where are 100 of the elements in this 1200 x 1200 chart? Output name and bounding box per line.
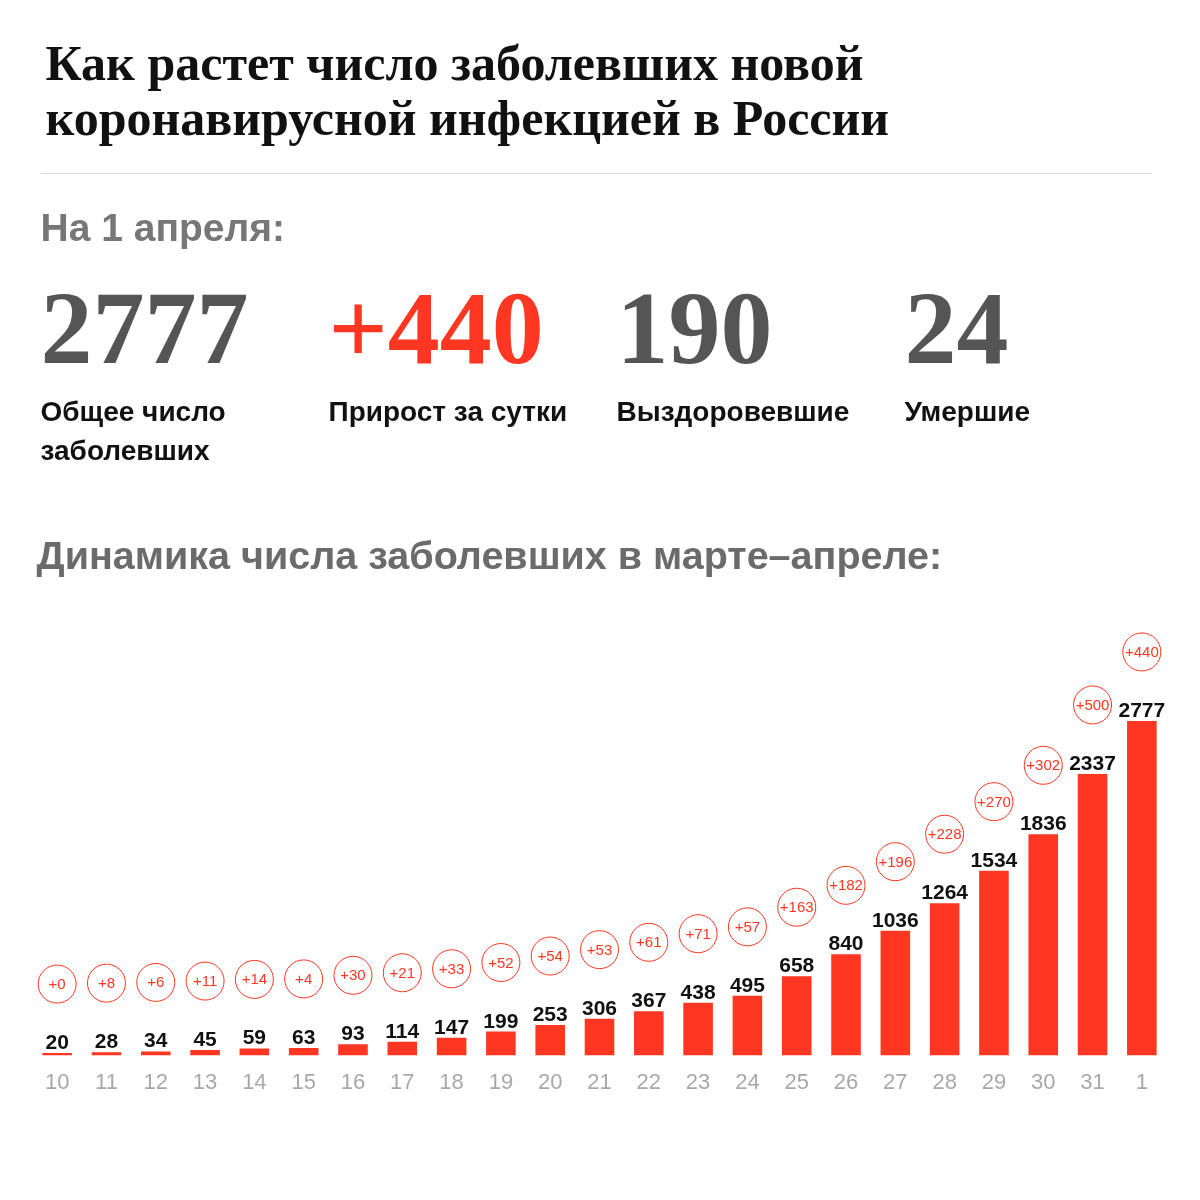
annotation: +6: [147, 973, 165, 991]
x-tick-label: 31: [1080, 1068, 1105, 1094]
bar: [979, 870, 1009, 1056]
x-tick-label: 25: [784, 1068, 809, 1094]
x-tick-label: 14: [242, 1068, 267, 1094]
bar: [732, 995, 763, 1056]
bar: [436, 1037, 467, 1056]
text: +440: [1124, 642, 1159, 660]
x-tick-label: 16: [340, 1068, 366, 1094]
data-label: 495: [729, 972, 766, 996]
data-label: 20: [45, 1030, 69, 1054]
bar: [190, 1050, 220, 1056]
x-tick-label: 11: [95, 1068, 118, 1094]
annotation: +30: [340, 966, 366, 984]
x-tick-label: 20: [537, 1068, 563, 1094]
x-tick-label: 21: [587, 1068, 612, 1094]
bar: [288, 1047, 319, 1056]
data-label: 2777: [1118, 697, 1166, 721]
chart-title: Динамика числа заболевших в марте–апреле:: [36, 532, 943, 577]
data-label: 253: [532, 1002, 568, 1026]
annotation: +302: [1026, 756, 1061, 774]
bar: [486, 1031, 516, 1056]
annotation: +182: [829, 876, 863, 894]
x-tick-label: 27: [883, 1068, 908, 1094]
annotation: +61: [636, 933, 662, 951]
data-label: 28: [94, 1029, 119, 1053]
x-tick-label: 26: [833, 1068, 859, 1094]
bar: [781, 976, 812, 1056]
data-label: +440: [328, 269, 544, 385]
bar: [140, 1051, 171, 1056]
x-tick-label: 19: [488, 1068, 514, 1094]
x-tick-label: 12: [143, 1068, 169, 1094]
bar: [1077, 773, 1108, 1056]
data-label: 840: [828, 931, 864, 955]
data-label: 190: [616, 269, 773, 385]
text: +500: [1075, 695, 1110, 713]
data-label: 24: [904, 269, 1009, 385]
annotation: +196: [878, 852, 913, 870]
annotation: +53: [586, 940, 613, 958]
x-tick-label: 30: [1031, 1068, 1056, 1094]
data-label: 2337: [1069, 750, 1116, 774]
data-label: 45: [193, 1027, 218, 1051]
annotation: +14: [241, 970, 268, 988]
annotation: +163: [779, 898, 814, 916]
bar: [1028, 834, 1059, 1056]
bar: [683, 1002, 713, 1056]
category-label: Общее число заболевших: [40, 396, 226, 466]
data-label: 1836: [1019, 811, 1067, 835]
bar: [338, 1044, 368, 1056]
bar: [880, 930, 911, 1056]
category-label: Умершие: [904, 396, 1031, 427]
x-tick-label: 23: [685, 1068, 711, 1094]
x-tick-label: 28: [932, 1068, 957, 1094]
bar: [1127, 720, 1157, 1056]
data-label: 1036: [871, 907, 919, 931]
annotation: +0: [48, 975, 66, 993]
bar: [535, 1025, 565, 1056]
data-label: 199: [483, 1008, 519, 1032]
annotation: +4: [295, 969, 313, 987]
data-label: 34: [144, 1028, 168, 1052]
data-label: 2777: [40, 269, 249, 385]
x-tick-label: 1: [1135, 1068, 1148, 1094]
data-label: 306: [581, 995, 618, 1019]
bar: [831, 954, 861, 1056]
text: На 1 апреля:: [40, 206, 285, 249]
annotation: +11: [192, 972, 218, 990]
annotation: +52: [488, 953, 514, 971]
annotation: +54: [537, 947, 563, 965]
category-label: Прирост за сутки: [328, 396, 568, 427]
x-tick-label: 13: [192, 1068, 218, 1094]
bar: [387, 1041, 418, 1056]
bar: [929, 903, 960, 1056]
data-label: 658: [779, 953, 815, 977]
x-tick-label: 24: [735, 1068, 760, 1094]
bar: [584, 1018, 615, 1056]
x-tick-label: 22: [636, 1068, 662, 1094]
annotation: +71: [685, 924, 711, 942]
bar: [634, 1011, 664, 1056]
annotation: +33: [438, 959, 465, 977]
data-label: 63: [291, 1024, 316, 1048]
category-label: Выздоровевшие: [616, 396, 850, 427]
x-tick-label: 10: [44, 1068, 70, 1094]
data-label: 438: [680, 979, 716, 1003]
data-label: 367: [631, 988, 667, 1012]
x-tick-label: 18: [439, 1068, 464, 1094]
annotation: +270: [977, 792, 1011, 810]
data-label: 1264: [921, 880, 969, 904]
data-label: 114: [385, 1018, 420, 1042]
text: Как растет число заболевших новой коронавирусной инфекцией в России: [45, 34, 890, 146]
x-tick-label: 17: [390, 1068, 415, 1094]
annotation: +57: [734, 917, 761, 935]
annotation: +228: [927, 825, 962, 843]
x-tick-label: 29: [981, 1068, 1007, 1094]
annotation: +8: [97, 974, 116, 992]
data-label: 147: [434, 1014, 470, 1038]
data-label: 93: [341, 1021, 365, 1045]
annotation: +21: [389, 963, 416, 981]
data-label: 59: [242, 1025, 267, 1049]
data-label: 1534: [970, 847, 1018, 871]
x-tick-label: 15: [291, 1068, 316, 1094]
